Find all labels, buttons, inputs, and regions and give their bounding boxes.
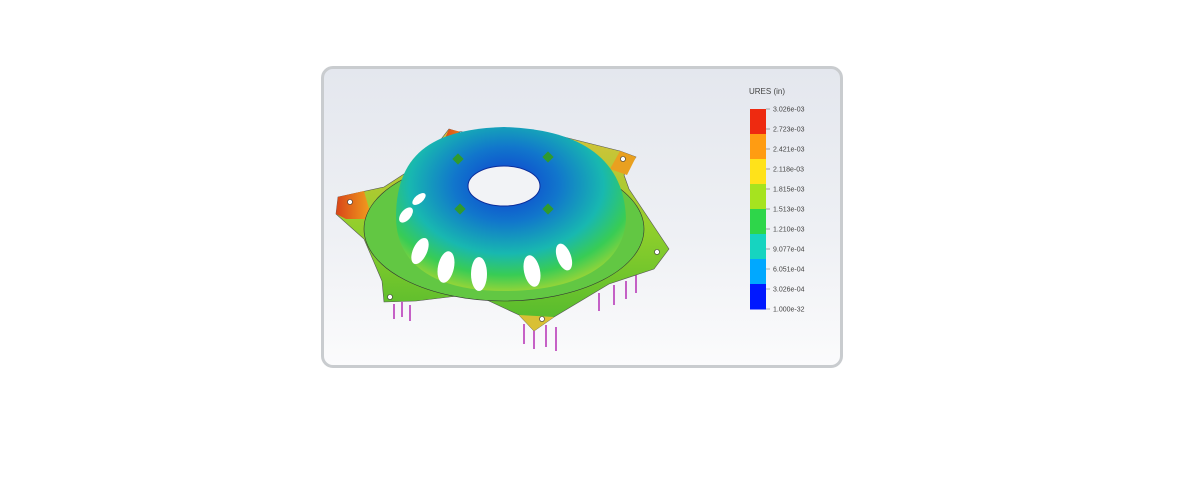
arm-tip-left <box>336 191 372 219</box>
legend-tick-label: 1.815e-03 <box>773 187 805 194</box>
legend-color-segment <box>750 184 766 210</box>
legend-color-segment <box>750 284 766 310</box>
legend-color-segment <box>750 209 766 235</box>
legend-color-bar <box>750 109 766 310</box>
legend-color-segment <box>750 134 766 160</box>
legend-tick-label: 1.513e-03 <box>773 207 805 214</box>
legend-tick-labels: 3.026e-03 2.723e-03 2.421e-03 2.118e-03 1.81… <box>766 107 805 314</box>
result-legend: URES (in) 3.026e-03 2.723e-03 2.421e-03 2.1… <box>749 87 805 314</box>
legend-title: URES (in) <box>749 87 785 96</box>
center-hole <box>467 165 541 207</box>
simulation-viewport[interactable]: URES (in) 3.026e-03 2.723e-03 2.421e-03 2.1… <box>321 66 843 368</box>
arm-tip-front <box>519 315 554 331</box>
legend-tick-label: 9.077e-04 <box>773 247 805 254</box>
legend-tick-label: 1.000e-32 <box>773 307 805 314</box>
displacement-model[interactable] <box>324 69 843 368</box>
legend-tick-label: 3.026e-03 <box>773 107 805 114</box>
legend-tick-label: 2.421e-03 <box>773 147 805 154</box>
legend-tick-label: 2.118e-03 <box>773 167 804 174</box>
dome-slots <box>399 193 573 291</box>
legend-tick-label: 1.210e-03 <box>773 227 805 234</box>
legend-tick-label: 2.723e-03 <box>773 127 805 134</box>
legend-color-segment <box>750 234 766 260</box>
legend-color-segment <box>750 259 766 285</box>
legend-color-segment <box>750 159 766 185</box>
legend-color-segment <box>750 109 766 135</box>
legend-tick-label: 3.026e-04 <box>773 287 805 294</box>
dome <box>396 127 626 291</box>
legend-tick-label: 6.051e-04 <box>773 267 805 274</box>
arm-tip-right <box>610 151 636 175</box>
